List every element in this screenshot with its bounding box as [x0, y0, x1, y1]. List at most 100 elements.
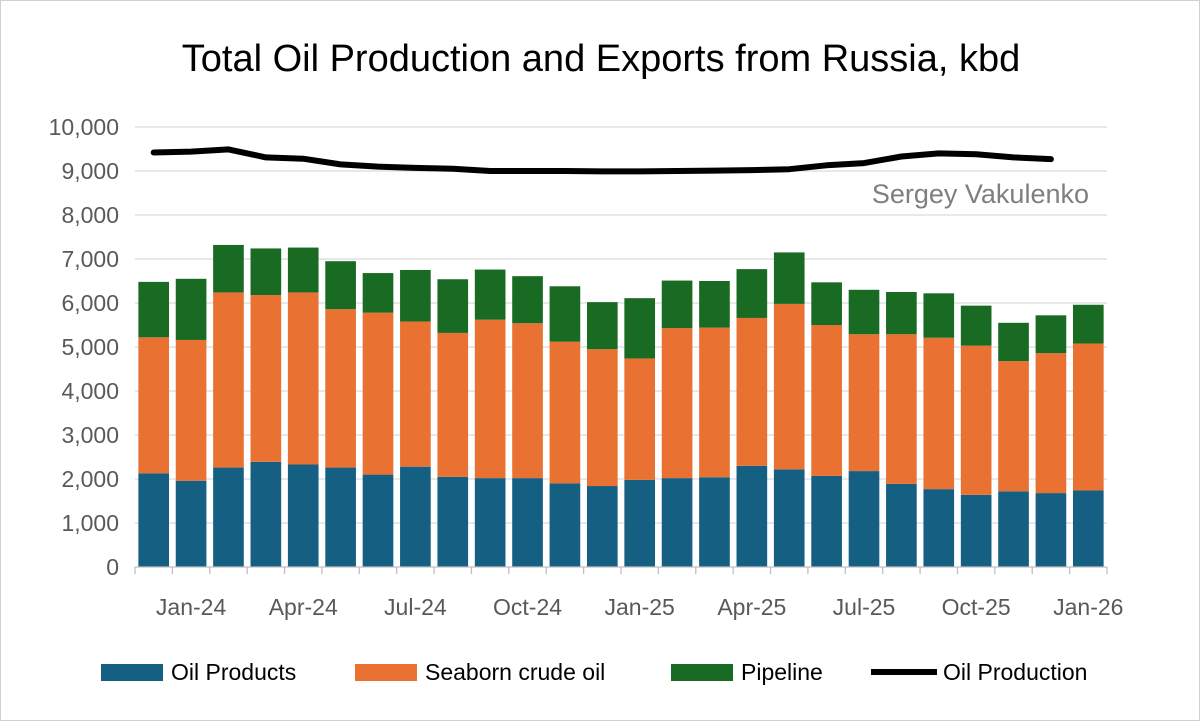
- y-tick-label: 1,000: [61, 510, 119, 536]
- bar-pipeline: [362, 273, 394, 313]
- x-tick-label: Jul-25: [833, 594, 896, 620]
- bar-oil-products: [362, 474, 394, 567]
- oil-production-line-group: [150, 146, 1054, 175]
- bar-seaborn-crude-oil: [474, 319, 506, 479]
- x-tick-label: Apr-24: [269, 594, 338, 620]
- bar-oil-products: [1035, 493, 1067, 567]
- bar-pipeline: [213, 244, 244, 293]
- legend-item: Oil Production: [871, 659, 1087, 685]
- legend-item: Pipeline: [671, 659, 823, 685]
- x-axis-ticks: Jan-24 Apr-24 Jul-24 Oct-24 Jan-25 Apr-25 Jul-…: [156, 594, 1124, 620]
- bar-seaborn-crude-oil: [923, 337, 955, 490]
- bar-seaborn-crude-oil: [811, 325, 842, 476]
- bar-oil-products: [325, 467, 356, 567]
- bar-oil-products: [923, 489, 955, 567]
- legend-swatch: [101, 664, 163, 681]
- bar-oil-products: [549, 483, 581, 567]
- x-tick-label: Apr-25: [717, 594, 786, 620]
- bar-seaborn-crude-oil: [1072, 343, 1104, 491]
- bar-oil-products: [512, 478, 543, 567]
- bar-seaborn-crude-oil: [998, 361, 1029, 492]
- bar-pipeline: [736, 269, 768, 318]
- y-axis-ticks: 0 1,000 2,000 3,000 4,000 5,000 6,000 7,000 8,00…: [49, 114, 119, 580]
- bar-pipeline: [811, 282, 842, 325]
- bar-seaborn-crude-oil: [736, 317, 768, 466]
- x-tick-label: Jan-26: [1053, 594, 1123, 620]
- legend-swatch: [671, 664, 733, 681]
- bar-seaborn-crude-oil: [175, 339, 207, 481]
- bar-oil-products: [886, 483, 917, 567]
- bar-oil-products: [736, 465, 768, 567]
- x-tick-label: Oct-24: [493, 594, 562, 620]
- bar-pipeline: [1035, 315, 1067, 354]
- bar-seaborn-crude-oil: [848, 334, 880, 472]
- bar-pipeline: [325, 261, 356, 310]
- bar-seaborn-crude-oil: [437, 332, 469, 477]
- bar-pipeline: [549, 286, 581, 342]
- bar-seaborn-crude-oil: [512, 323, 543, 479]
- bar-oil-products: [811, 475, 842, 567]
- bar-seaborn-crude-oil: [400, 321, 431, 467]
- bar-oil-products: [1072, 490, 1104, 567]
- x-tick-label: Jan-24: [156, 594, 227, 620]
- bar-seaborn-crude-oil: [325, 309, 356, 468]
- bar-oil-products: [848, 471, 880, 567]
- y-tick-label: 3,000: [61, 422, 119, 448]
- legend-item: Oil Products: [101, 659, 296, 685]
- y-tick-label: 9,000: [61, 158, 119, 184]
- bar-oil-products: [400, 466, 431, 567]
- bar-seaborn-crude-oil: [138, 337, 170, 474]
- bar-pipeline: [661, 280, 693, 329]
- x-tick-label: Jan-25: [605, 594, 675, 620]
- bar-oil-products: [960, 494, 992, 567]
- bar-pipeline: [400, 270, 431, 322]
- legend-label: Seaborn crude oil: [425, 659, 605, 685]
- bar-pipeline: [699, 281, 730, 328]
- chart-title: Total Oil Production and Exports from Ru…: [182, 38, 1021, 80]
- bar-seaborn-crude-oil: [699, 327, 730, 478]
- bar-oil-products: [624, 479, 656, 567]
- y-tick-label: 7,000: [61, 246, 119, 272]
- legend-item: Seaborn crude oil: [355, 659, 605, 685]
- y-tick-label: 5,000: [61, 334, 119, 360]
- legend-swatch: [355, 664, 417, 681]
- x-tick-label: Oct-25: [942, 594, 1011, 620]
- bar-seaborn-crude-oil: [886, 334, 917, 484]
- legend-label: Pipeline: [741, 659, 823, 685]
- bar-oil-products: [175, 480, 207, 567]
- bar-pipeline: [848, 289, 880, 335]
- bar-oil-products: [213, 467, 244, 567]
- bar-pipeline: [886, 292, 917, 335]
- bar-seaborn-crude-oil: [586, 349, 618, 487]
- bar-pipeline: [512, 276, 543, 324]
- legend-label: Oil Production: [943, 659, 1087, 685]
- bar-seaborn-crude-oil: [549, 341, 581, 484]
- y-tick-label: 0: [106, 554, 119, 580]
- bar-pipeline: [998, 322, 1029, 362]
- bar-oil-products: [586, 486, 618, 567]
- oil-production-line: [150, 146, 1054, 175]
- y-tick-label: 6,000: [61, 290, 119, 316]
- bar-pipeline: [287, 247, 319, 293]
- bar-pipeline: [586, 302, 618, 350]
- bar-pipeline: [138, 281, 170, 338]
- y-tick-label: 8,000: [61, 202, 119, 228]
- bar-oil-products: [250, 461, 282, 567]
- author-annotation: Sergey Vakulenko: [872, 179, 1089, 209]
- bars: [138, 244, 1104, 567]
- bar-oil-products: [138, 473, 170, 567]
- bar-seaborn-crude-oil: [661, 328, 693, 479]
- bar-oil-products: [773, 469, 805, 567]
- bar-pipeline: [960, 305, 992, 346]
- bar-pipeline: [437, 279, 469, 333]
- legend: Oil Products Seaborn crude oil Pipeline Oil…: [101, 659, 1087, 685]
- bar-seaborn-crude-oil: [213, 292, 244, 468]
- bar-pipeline: [923, 293, 955, 338]
- bar-oil-products: [998, 491, 1029, 567]
- bar-seaborn-crude-oil: [1035, 353, 1067, 494]
- bar-pipeline: [175, 278, 207, 340]
- bar-pipeline: [773, 252, 805, 304]
- bar-oil-products: [661, 478, 693, 567]
- bar-oil-products: [474, 478, 506, 567]
